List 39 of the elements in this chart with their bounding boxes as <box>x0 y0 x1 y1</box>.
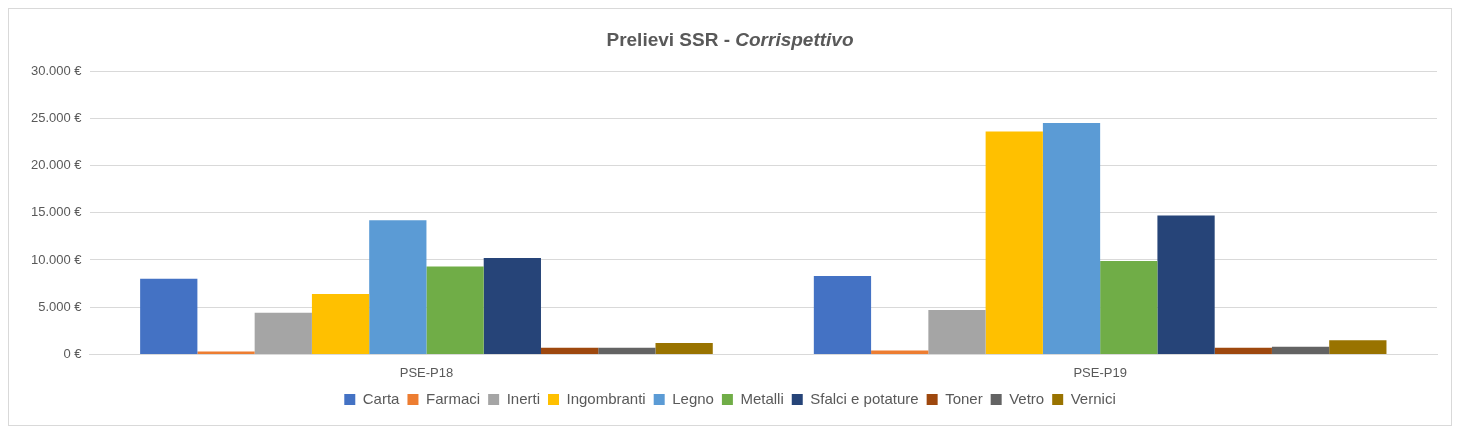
bar <box>311 293 370 354</box>
legend-label: Vernici <box>1070 389 1116 407</box>
y-tick-label: 25.000 € <box>30 109 83 125</box>
y-tick-label: 10.000 € <box>30 251 83 267</box>
legend-label: Inerti <box>506 389 540 407</box>
bar <box>1271 346 1330 354</box>
bar <box>140 278 198 354</box>
bar <box>813 275 872 354</box>
legend-label: Farmaci <box>425 389 481 407</box>
x-tick-label: PSE-P19 <box>1073 364 1127 380</box>
bar <box>1100 260 1158 354</box>
legend-label: Sfalci e potature <box>810 389 919 407</box>
legend-label: Ingombranti <box>566 389 646 407</box>
bar <box>928 310 986 354</box>
legend-label: Legno <box>672 389 714 407</box>
bar <box>369 220 427 354</box>
bar <box>1329 340 1387 354</box>
bar <box>655 343 713 354</box>
chart-title: Prelievi SSR - Corrispettivo <box>606 29 854 51</box>
bar <box>540 347 599 354</box>
y-tick-label: 20.000 € <box>30 157 83 173</box>
x-tick-label: PSE-P18 <box>399 364 454 380</box>
bar <box>1042 122 1101 354</box>
bar <box>1157 215 1215 354</box>
bar <box>1214 347 1272 354</box>
y-tick-label: 30.000 € <box>30 62 83 78</box>
legend-label: Toner <box>945 389 983 407</box>
bar <box>254 312 312 354</box>
legend-label: Carta <box>362 389 401 407</box>
bar <box>483 258 541 354</box>
legend-label: Metalli <box>740 389 784 407</box>
y-tick-label: 5.000 € <box>38 298 83 314</box>
bar <box>871 350 929 354</box>
bar <box>426 266 484 354</box>
y-tick-label: 15.000 € <box>30 204 83 220</box>
y-tick-label: 0 € <box>63 345 83 361</box>
bar <box>985 131 1043 354</box>
legend-label: Vetro <box>1009 389 1045 407</box>
bar <box>598 347 656 354</box>
